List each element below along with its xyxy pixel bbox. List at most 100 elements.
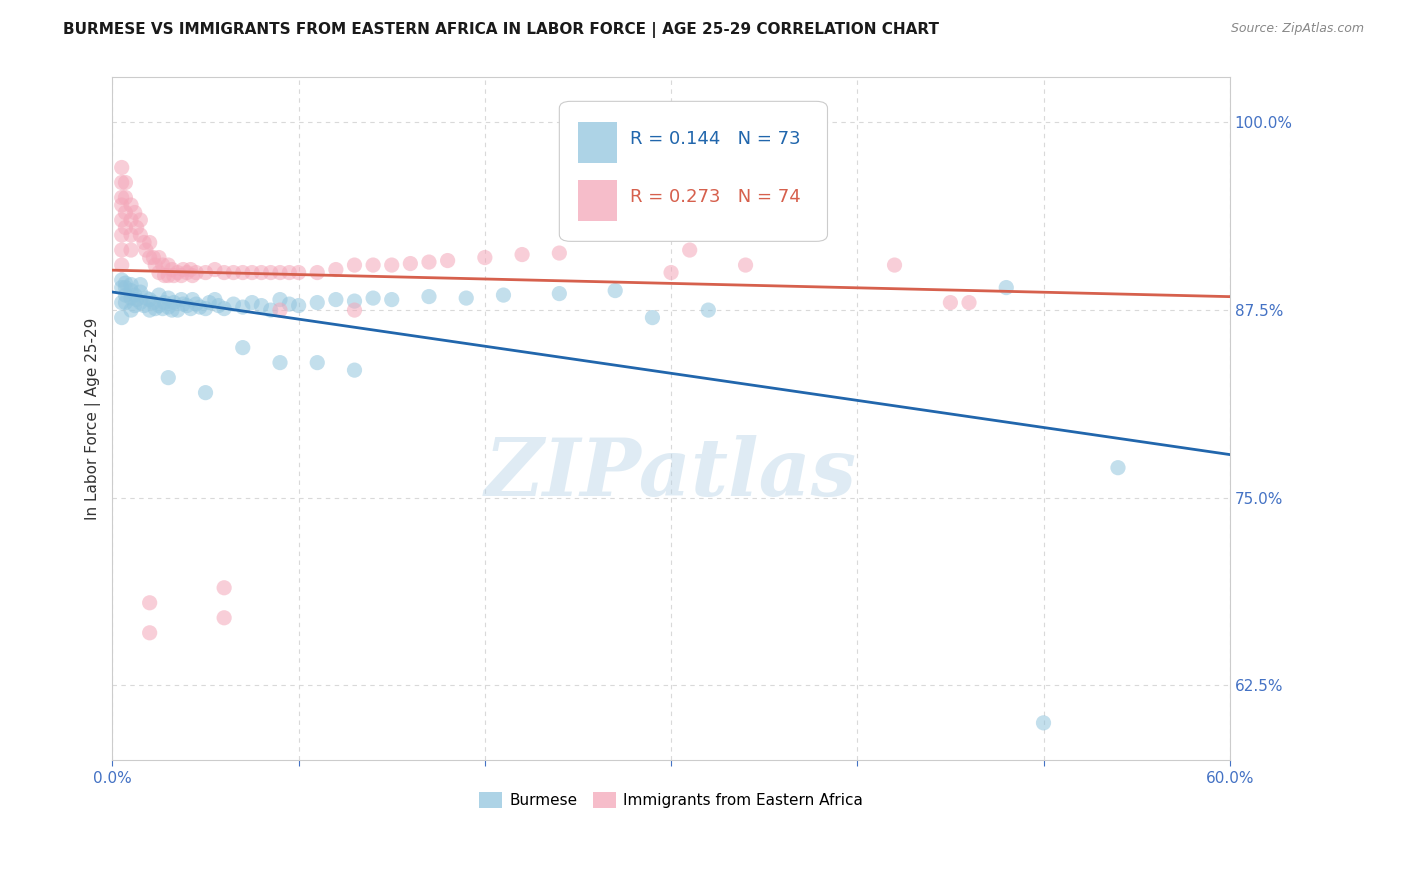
Text: ZIPatlas: ZIPatlas — [485, 434, 858, 512]
Point — [129, 213, 152, 227]
Point — [939, 295, 962, 310]
Point — [172, 262, 194, 277]
Point — [166, 303, 188, 318]
Point — [111, 295, 134, 310]
Point — [343, 303, 366, 318]
Point — [120, 243, 142, 257]
Point — [269, 356, 291, 370]
Point — [510, 247, 533, 261]
Point — [198, 295, 221, 310]
Point — [114, 276, 136, 290]
Point — [250, 299, 273, 313]
Legend: Burmese, Immigrants from Eastern Africa: Burmese, Immigrants from Eastern Africa — [472, 786, 869, 814]
Point — [269, 303, 291, 318]
Point — [492, 288, 515, 302]
Point — [679, 243, 702, 257]
Point — [157, 268, 180, 283]
Point — [135, 243, 157, 257]
Point — [125, 220, 148, 235]
Point — [120, 228, 142, 243]
Point — [269, 266, 291, 280]
Point — [418, 289, 440, 303]
Point — [212, 301, 235, 316]
Point — [186, 297, 208, 311]
Point — [1107, 460, 1129, 475]
Point — [157, 370, 180, 384]
Point — [181, 293, 204, 307]
Point — [111, 198, 134, 212]
Point — [129, 295, 152, 310]
Text: R = 0.144   N = 73: R = 0.144 N = 73 — [630, 130, 800, 148]
Point — [250, 266, 273, 280]
Point — [120, 277, 142, 292]
Point — [176, 299, 198, 313]
Point — [180, 262, 202, 277]
Point — [138, 596, 160, 610]
Point — [124, 288, 146, 302]
Point — [142, 295, 165, 310]
Point — [152, 258, 174, 272]
Point — [152, 301, 174, 316]
Point — [381, 293, 404, 307]
Point — [605, 284, 627, 298]
Point — [166, 266, 188, 280]
Point — [176, 266, 198, 280]
Point — [212, 611, 235, 625]
Point — [138, 625, 160, 640]
Point — [995, 280, 1018, 294]
Point — [456, 291, 478, 305]
Point — [120, 213, 142, 227]
Point — [307, 356, 329, 370]
Point — [111, 273, 134, 287]
FancyBboxPatch shape — [578, 180, 617, 221]
FancyBboxPatch shape — [560, 102, 828, 242]
Point — [343, 294, 366, 309]
Point — [180, 301, 202, 316]
Point — [361, 258, 384, 272]
Point — [120, 198, 142, 212]
Point — [222, 266, 245, 280]
Point — [325, 262, 347, 277]
Point — [124, 205, 146, 219]
Point — [232, 266, 254, 280]
Point — [142, 251, 165, 265]
Point — [188, 300, 211, 314]
Point — [204, 293, 226, 307]
Point — [204, 262, 226, 277]
Point — [138, 303, 160, 318]
Point — [232, 300, 254, 314]
Point — [163, 268, 186, 283]
Point — [287, 266, 309, 280]
Point — [172, 297, 194, 311]
Point — [160, 303, 183, 318]
FancyBboxPatch shape — [578, 122, 617, 163]
Point — [114, 205, 136, 219]
Point — [157, 300, 180, 314]
Point — [143, 258, 166, 272]
Point — [207, 299, 229, 313]
Point — [260, 303, 283, 318]
Point — [307, 295, 329, 310]
Point — [157, 258, 180, 272]
Point — [734, 258, 756, 272]
Point — [212, 581, 235, 595]
Point — [222, 297, 245, 311]
Point — [120, 291, 142, 305]
Point — [114, 220, 136, 235]
Point — [111, 161, 134, 175]
Point — [125, 293, 148, 307]
Point — [111, 258, 134, 272]
Point — [114, 288, 136, 302]
Point — [114, 295, 136, 310]
Point — [120, 303, 142, 318]
Point — [157, 291, 180, 305]
Point — [124, 299, 146, 313]
Point — [132, 299, 155, 313]
Point — [240, 295, 263, 310]
Point — [548, 246, 571, 260]
Point — [148, 266, 170, 280]
Point — [641, 310, 664, 325]
Point — [1032, 715, 1054, 730]
Point — [278, 266, 301, 280]
Point — [343, 363, 366, 377]
